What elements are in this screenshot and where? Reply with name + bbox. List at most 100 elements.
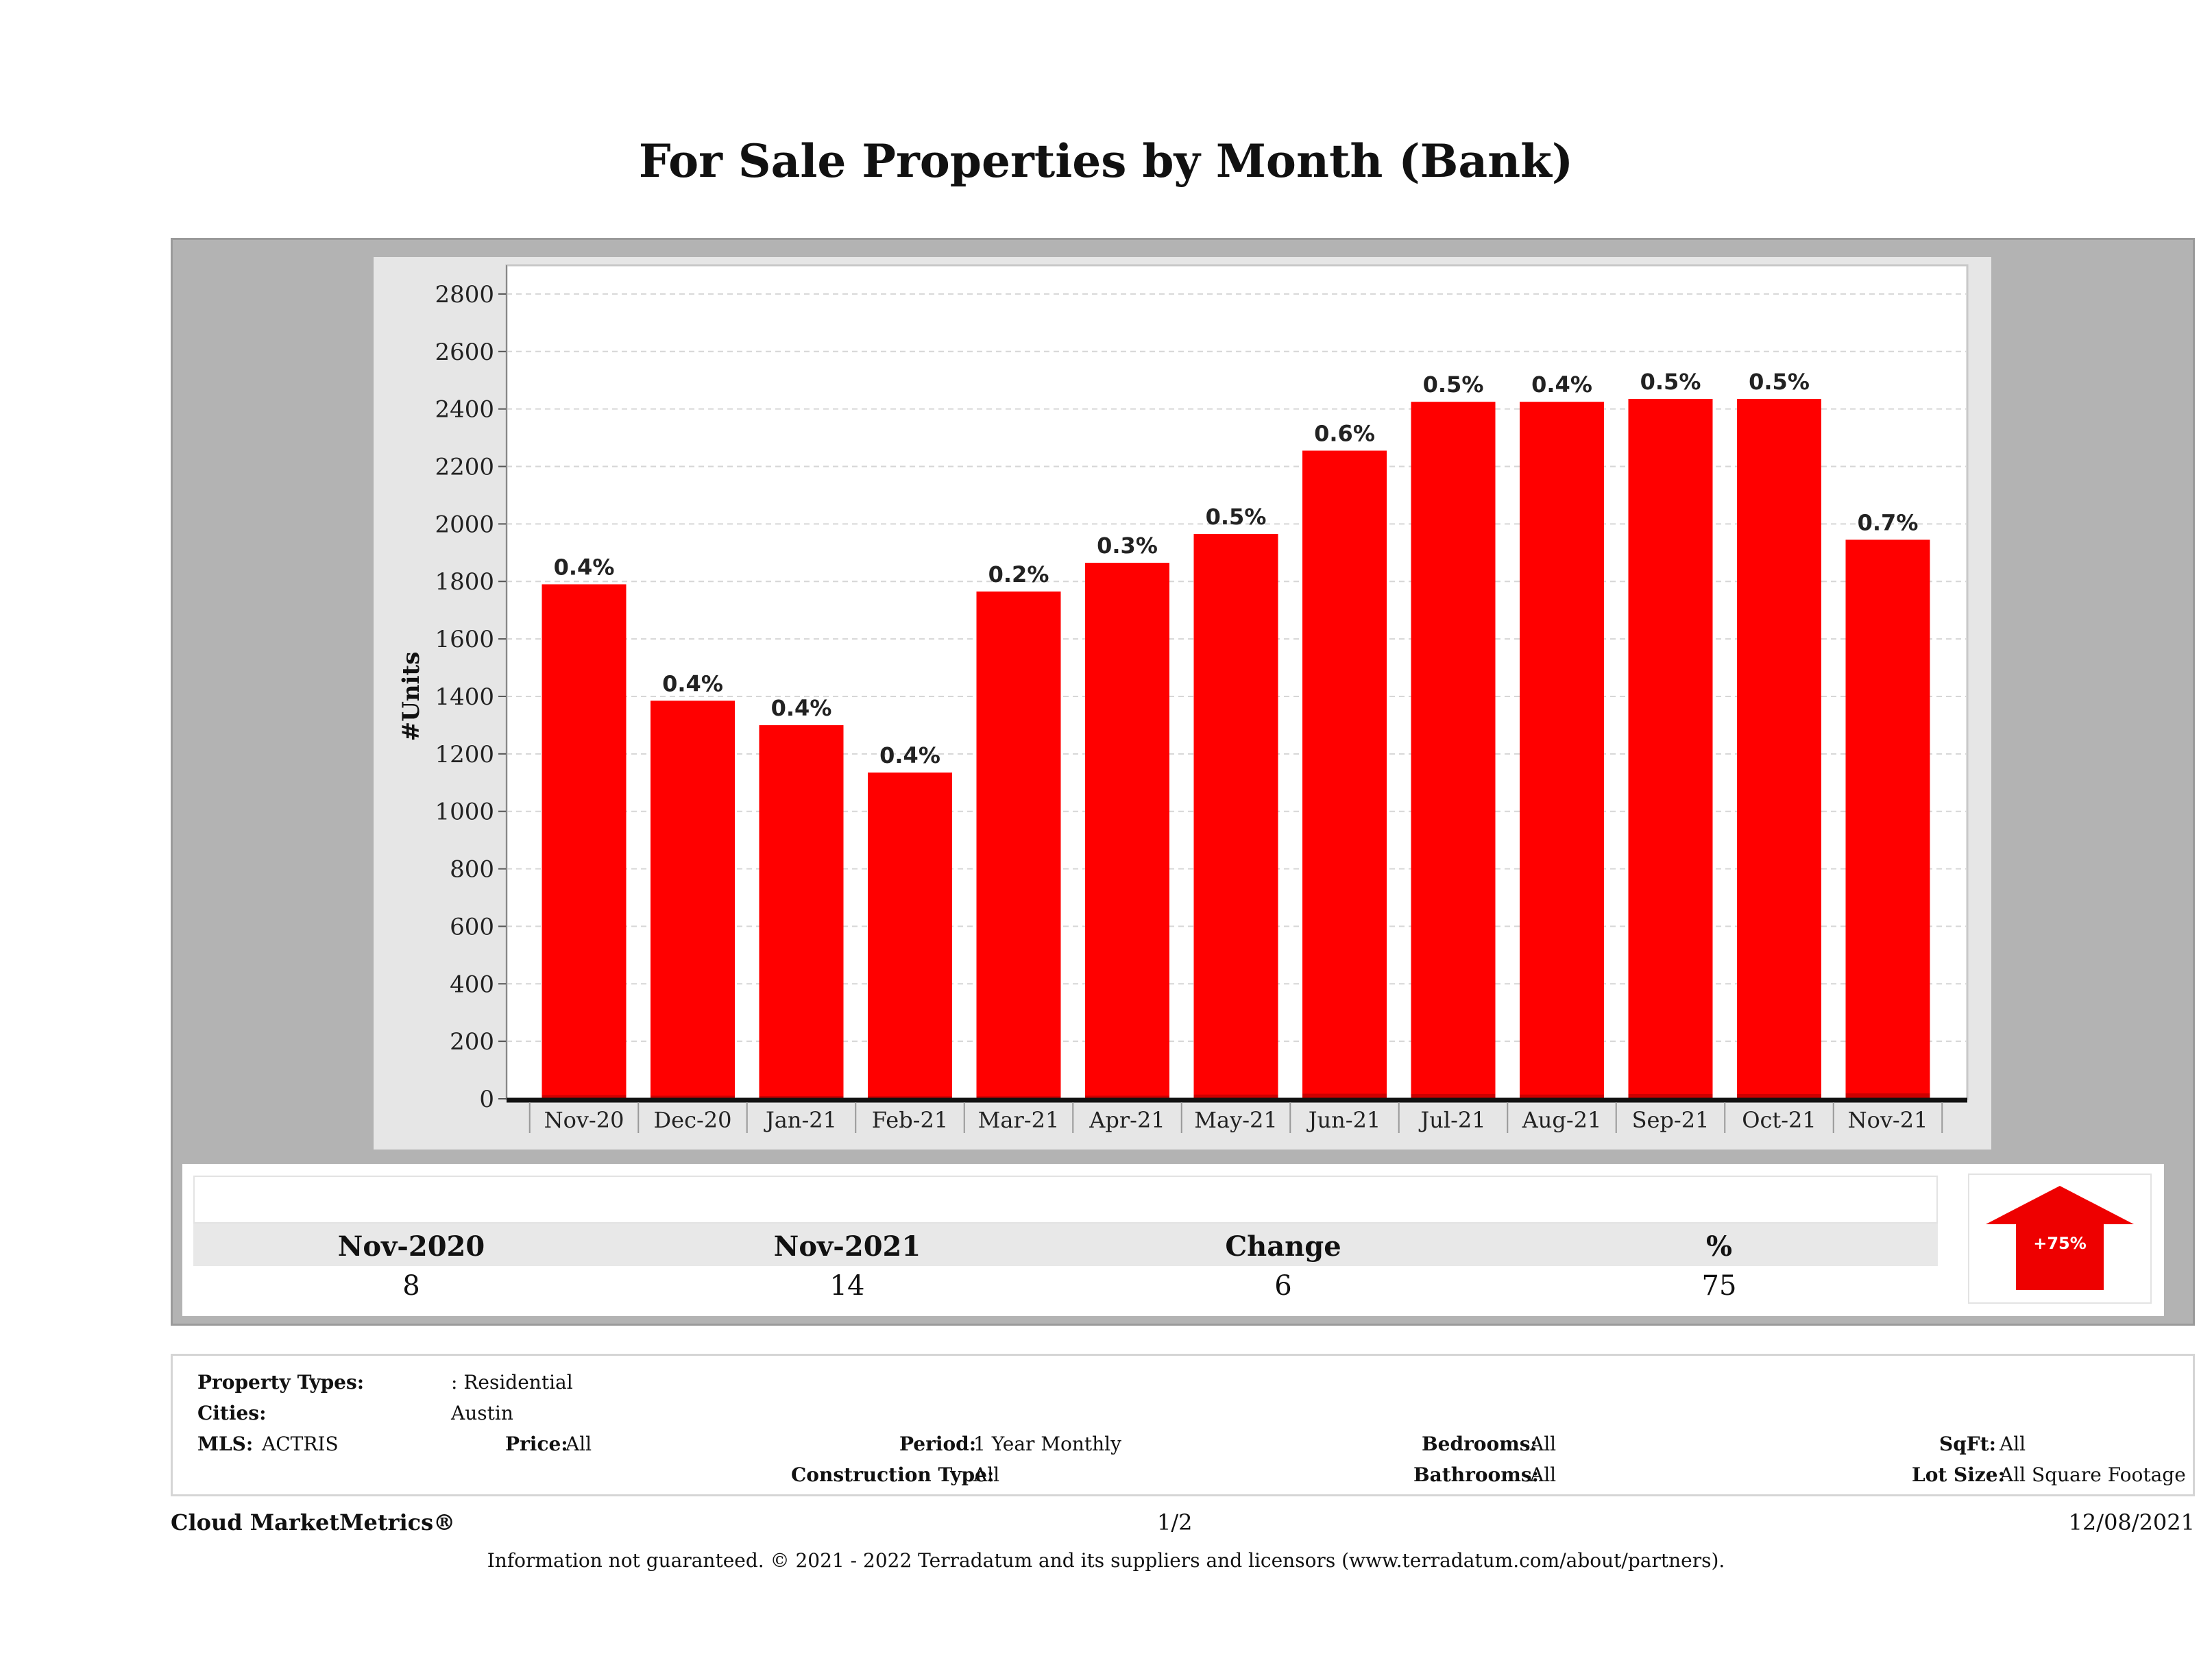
y-tick-label: 2400 bbox=[435, 396, 494, 424]
bar-bank-segment bbox=[1628, 1093, 1713, 1099]
bar-bank-segment bbox=[1411, 1093, 1496, 1099]
data-label: 0.5% bbox=[1640, 369, 1701, 395]
data-label: 0.5% bbox=[1206, 504, 1267, 530]
period-label: Period: bbox=[899, 1433, 977, 1455]
bar bbox=[976, 591, 1061, 1099]
bar-bank-segment bbox=[542, 1095, 627, 1099]
x-tick-label: Feb-21 bbox=[872, 1107, 948, 1133]
data-label: 0.4% bbox=[771, 695, 832, 721]
cities-value: Austin bbox=[451, 1402, 513, 1424]
bar-bank-segment bbox=[1845, 1093, 1930, 1099]
sqft-label: SqFt: bbox=[1939, 1433, 1996, 1455]
bar-bank-segment bbox=[1085, 1095, 1169, 1099]
summary-header-end: Nov-2021 bbox=[773, 1230, 921, 1263]
property-types-label: Property Types: bbox=[197, 1371, 365, 1394]
property-types-value: : Residential bbox=[451, 1371, 573, 1394]
bar-chart: 0 200 400 600 800 1000 1200 1400 1600 1800 2000 220… bbox=[398, 264, 1969, 1133]
summary-value-end: 14 bbox=[829, 1270, 865, 1302]
y-tick-label: 600 bbox=[450, 913, 494, 940]
up-arrow-shape bbox=[1986, 1186, 2134, 1290]
x-tick-label: Oct-21 bbox=[1742, 1107, 1816, 1133]
summary-header-row: Nov-2020 Nov-2021 Change % bbox=[193, 1224, 1938, 1266]
lot-size-label: Lot Size: bbox=[1912, 1463, 2005, 1486]
x-tick-label: Aug-21 bbox=[1522, 1107, 1602, 1133]
price-label: Price: bbox=[505, 1433, 568, 1455]
cities-label: Cities: bbox=[197, 1402, 267, 1424]
bar-bank-segment bbox=[759, 1095, 844, 1099]
data-label: 0.5% bbox=[1749, 369, 1810, 395]
data-label: 0.4% bbox=[1531, 372, 1592, 398]
bar-bank-segment bbox=[976, 1096, 1061, 1099]
brand-name: Cloud MarketMetrics® bbox=[171, 1509, 456, 1535]
data-label: 0.5% bbox=[1423, 372, 1484, 398]
mls-label: MLS: bbox=[197, 1433, 254, 1455]
disclaimer: Information not guaranteed. © 2021 - 202… bbox=[487, 1549, 1725, 1572]
y-axis-label: #Units bbox=[398, 652, 425, 742]
y-tick-label: 1600 bbox=[435, 626, 494, 653]
bathrooms-label: Bathrooms: bbox=[1413, 1463, 1539, 1486]
bar bbox=[868, 773, 952, 1099]
lot-size-value: All Square Footage bbox=[2000, 1463, 2186, 1486]
bar-bank-segment bbox=[1302, 1093, 1387, 1099]
y-tick-label: 400 bbox=[450, 971, 494, 998]
x-tick-label: Dec-20 bbox=[653, 1107, 731, 1133]
bar bbox=[542, 584, 627, 1099]
bar bbox=[1737, 398, 1821, 1099]
filter-criteria: Property Types: : Residential Cities: Au… bbox=[171, 1354, 2195, 1496]
data-label: 0.2% bbox=[988, 561, 1049, 587]
x-tick-label: Sep-21 bbox=[1632, 1107, 1710, 1133]
bar bbox=[1193, 534, 1278, 1099]
page-number: 1/2 bbox=[1157, 1509, 1193, 1535]
construction-type-label: Construction Type: bbox=[791, 1463, 995, 1486]
y-tick-label: 0 bbox=[479, 1086, 494, 1113]
bar-bank-segment bbox=[1520, 1094, 1604, 1099]
bathrooms-value: All bbox=[1530, 1463, 1557, 1486]
summary-header-change: Change bbox=[1225, 1230, 1341, 1263]
data-label: 0.4% bbox=[879, 742, 940, 768]
mls-value: ACTRIS bbox=[262, 1433, 339, 1455]
price-value: All bbox=[566, 1433, 592, 1455]
summary-blank-row bbox=[193, 1176, 1938, 1224]
data-label: 0.3% bbox=[1097, 533, 1158, 559]
bar bbox=[1302, 450, 1387, 1099]
data-label: 0.7% bbox=[1858, 509, 1919, 535]
bar bbox=[759, 725, 844, 1099]
up-arrow-icon: +75% bbox=[1986, 1186, 2134, 1290]
summary-header-percent: % bbox=[1705, 1230, 1732, 1263]
sqft-value: All bbox=[2000, 1433, 2026, 1455]
y-tick-label: 1000 bbox=[435, 799, 494, 826]
y-tick-label: 2600 bbox=[435, 339, 494, 366]
bedrooms-label: Bedrooms: bbox=[1422, 1433, 1538, 1455]
y-tick-label: 1800 bbox=[435, 568, 494, 596]
chart-area: 0 200 400 600 800 1000 1200 1400 1600 1800 2000 220… bbox=[374, 257, 1991, 1150]
bar bbox=[651, 701, 735, 1099]
bar bbox=[1628, 398, 1713, 1099]
x-tick-label: Jun-21 bbox=[1306, 1107, 1381, 1133]
summary-value-start: 8 bbox=[402, 1270, 420, 1302]
x-tick-label: Jul-21 bbox=[1418, 1107, 1485, 1133]
bar-bank-segment bbox=[868, 1096, 952, 1099]
bar-bank-segment bbox=[651, 1095, 735, 1099]
summary-values-row: 8 14 6 75 bbox=[193, 1266, 1938, 1306]
report-date: 12/08/2021 bbox=[2068, 1509, 2195, 1535]
construction-type-value: All bbox=[973, 1463, 1000, 1486]
summary-header-start: Nov-2020 bbox=[337, 1230, 485, 1263]
data-label: 0.4% bbox=[662, 670, 723, 696]
summary-value-percent: 75 bbox=[1701, 1270, 1737, 1302]
y-tick-label: 200 bbox=[450, 1028, 494, 1056]
y-tick-label: 800 bbox=[450, 856, 494, 884]
summary-value-change: 6 bbox=[1274, 1270, 1292, 1302]
period-value: 1 Year Monthly bbox=[973, 1433, 1121, 1455]
bar bbox=[1411, 402, 1496, 1099]
data-label: 0.6% bbox=[1314, 420, 1375, 446]
data-label: 0.4% bbox=[554, 554, 615, 580]
y-tick-label: 1200 bbox=[435, 741, 494, 768]
y-tick-label: 2200 bbox=[435, 454, 494, 481]
bar bbox=[1520, 402, 1604, 1099]
x-tick-label: Nov-21 bbox=[1848, 1107, 1928, 1133]
y-tick-label: 2800 bbox=[435, 281, 494, 308]
y-tick-label: 1400 bbox=[435, 683, 494, 711]
y-tick-label: 2000 bbox=[435, 511, 494, 538]
page-title: For Sale Properties by Month (Bank) bbox=[638, 134, 1574, 188]
bar bbox=[1845, 539, 1930, 1099]
